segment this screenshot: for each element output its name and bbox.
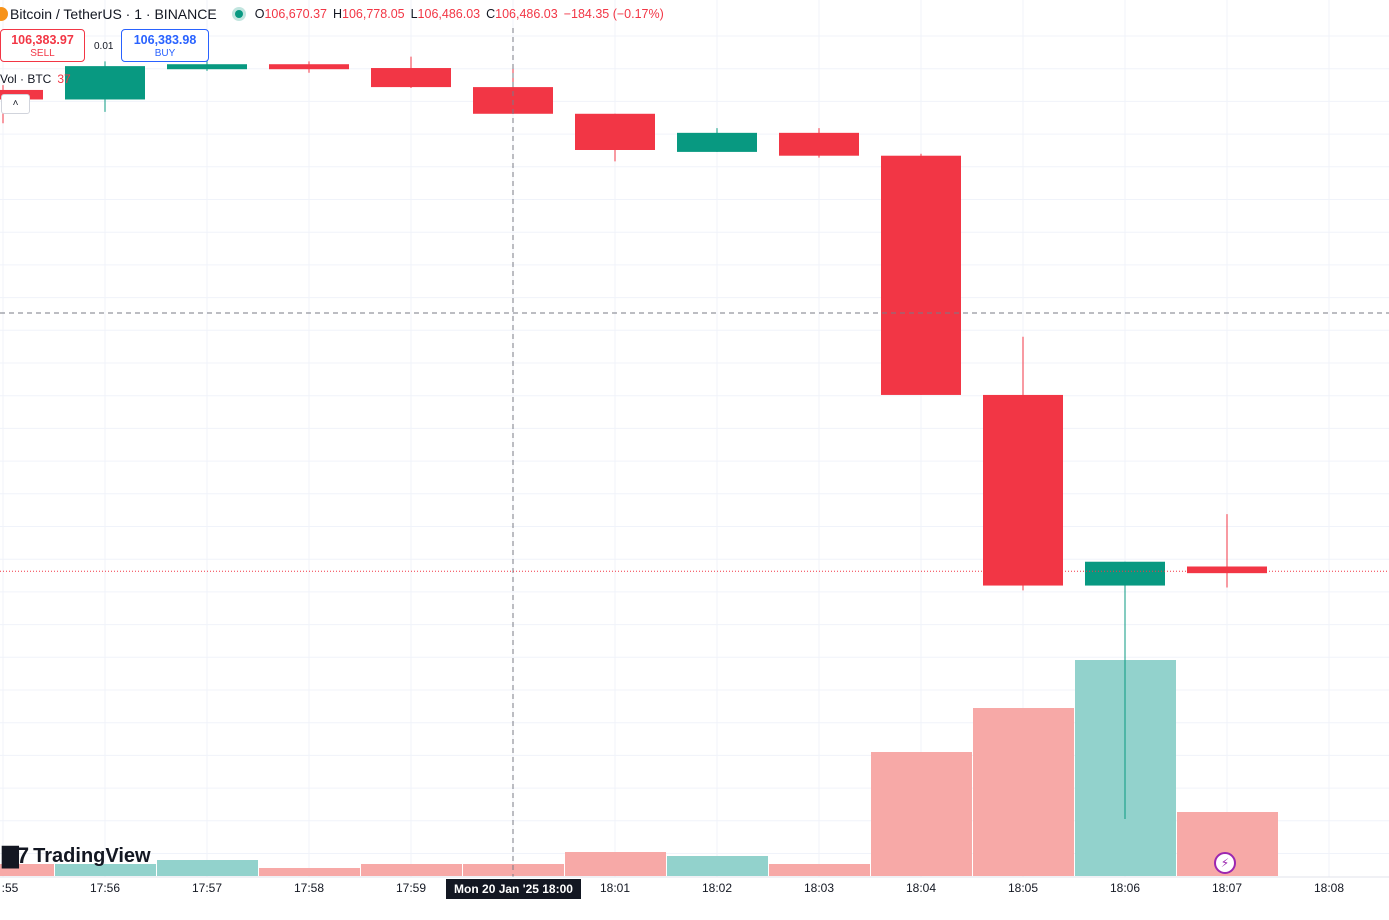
candle-body bbox=[677, 132, 757, 152]
brand-name: TradingView bbox=[33, 844, 151, 867]
time-tick-label: 17:59 bbox=[395, 881, 427, 895]
volume-bar bbox=[55, 864, 156, 876]
candle-body bbox=[881, 155, 961, 395]
time-tick-label: :55 bbox=[1, 881, 19, 895]
buy-price: 106,383.98 bbox=[133, 33, 197, 47]
time-tick-label: 18:01 bbox=[599, 881, 631, 895]
time-tick-label: 18:08 bbox=[1313, 881, 1345, 895]
time-tick-label: 17:56 bbox=[89, 881, 121, 895]
crosshair-time-label: Mon 20 Jan '25 18:00 bbox=[446, 879, 581, 899]
sell-price: 106,383.97 bbox=[11, 33, 74, 47]
time-tick-label: 18:05 bbox=[1007, 881, 1039, 895]
collapse-legend-button[interactable]: ˄ bbox=[1, 94, 30, 114]
time-tick-label: 18:04 bbox=[905, 881, 937, 895]
lightning-icon[interactable]: ⚡ bbox=[1214, 852, 1236, 874]
candles bbox=[0, 56, 1267, 820]
candle-body bbox=[779, 132, 859, 156]
chevron-up-icon: ˄ bbox=[12, 98, 19, 109]
volume-bar bbox=[565, 852, 666, 876]
candle-body bbox=[371, 68, 451, 88]
candle-body bbox=[167, 64, 247, 70]
candle-body bbox=[575, 113, 655, 150]
time-tick-label: 18:02 bbox=[701, 881, 733, 895]
volume-bar bbox=[769, 864, 870, 876]
ohlc-high: H106,778.05 bbox=[333, 7, 405, 21]
volume-bar bbox=[259, 868, 360, 876]
volume-legend: Vol · BTC 37 bbox=[0, 72, 71, 86]
bottom-toolbar bbox=[0, 908, 1389, 920]
symbol-title[interactable]: Bitcoin / TetherUS · 1 · BINANCE bbox=[10, 6, 217, 22]
price-change: −184.35 (−0.17%) bbox=[563, 7, 664, 21]
volume-bar bbox=[973, 708, 1074, 876]
time-tick-label: 18:03 bbox=[803, 881, 835, 895]
time-tick-label: 17:58 bbox=[293, 881, 325, 895]
volume-bar bbox=[361, 864, 462, 876]
ohlc-open: O106,670.37 bbox=[254, 7, 327, 21]
bitcoin-icon bbox=[0, 7, 8, 21]
volume-value: 37 bbox=[57, 72, 71, 86]
time-tick-label: 17:57 bbox=[191, 881, 223, 895]
volume-label[interactable]: Vol · BTC bbox=[0, 72, 52, 86]
buy-label: BUY bbox=[154, 48, 176, 59]
candle-body bbox=[1187, 566, 1267, 574]
ohlc-low: L106,486.03 bbox=[410, 7, 481, 21]
candle-body bbox=[1085, 561, 1165, 586]
ohlc-close: C106,486.03 bbox=[486, 7, 558, 21]
candle-body bbox=[269, 64, 349, 70]
market-open-indicator-icon bbox=[234, 10, 243, 18]
sell-button[interactable]: 106,383.97 SELL bbox=[0, 29, 85, 62]
volume-bar bbox=[871, 752, 972, 876]
candle-body bbox=[65, 66, 145, 100]
volume-bars bbox=[0, 660, 1278, 876]
volume-bar bbox=[157, 860, 258, 876]
buy-button[interactable]: 106,383.98 BUY bbox=[121, 29, 209, 62]
volume-bar bbox=[667, 856, 768, 876]
time-tick-label: 18:06 bbox=[1109, 881, 1141, 895]
symbol-legend: Bitcoin / TetherUS · 1 · BINANCE O106,67… bbox=[0, 4, 664, 24]
tradingview-logo: ▇7 TradingView bbox=[2, 843, 151, 869]
time-tick-label: 18:07 bbox=[1211, 881, 1243, 895]
chart-grid bbox=[0, 0, 1389, 877]
sell-label: SELL bbox=[30, 48, 55, 59]
spread-value: 0.01 bbox=[94, 41, 114, 52]
candle-body bbox=[983, 394, 1063, 586]
volume-bar bbox=[0, 864, 54, 876]
tradingview-logo-icon: ▇7 bbox=[2, 843, 29, 868]
